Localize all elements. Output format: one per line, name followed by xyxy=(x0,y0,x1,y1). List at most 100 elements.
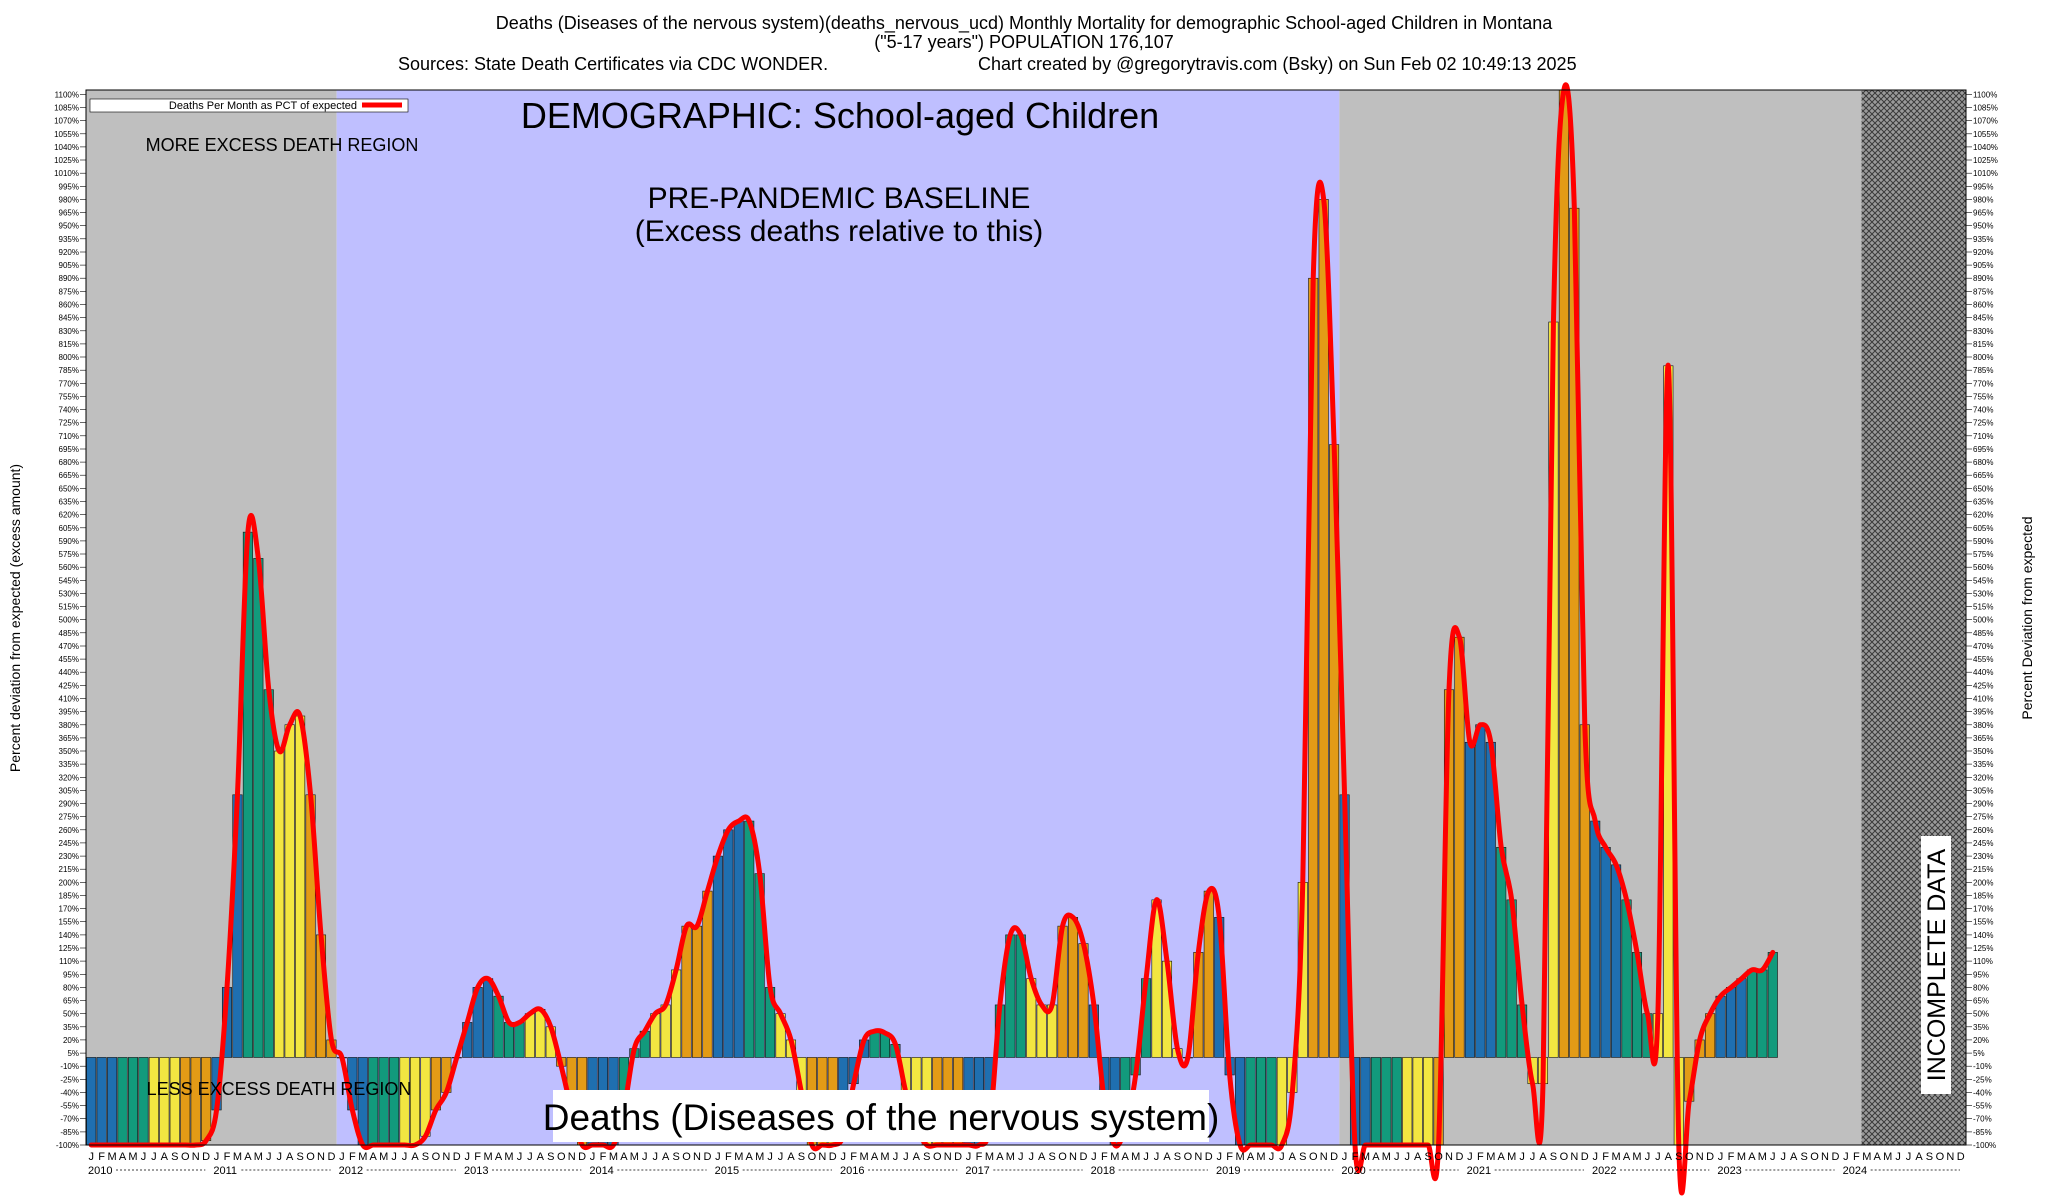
x-tick-label: M xyxy=(254,1151,263,1163)
x-tick-label: J xyxy=(1895,1151,1901,1163)
y-tick-label-right: 1010% xyxy=(1973,169,1998,178)
x-tick-label: S xyxy=(1048,1151,1055,1163)
bar-20 xyxy=(295,715,306,1058)
year-label: 2011 xyxy=(213,1165,237,1177)
x-tick-label: J xyxy=(1718,1151,1724,1163)
y-tick-label-right: 455% xyxy=(1973,655,1993,664)
bar-63 xyxy=(744,820,755,1058)
x-tick-label: A xyxy=(1665,1151,1673,1163)
x-tick-label: D xyxy=(954,1151,962,1163)
y-tick-label-right: 545% xyxy=(1973,576,1993,585)
y-tick-label-left: -100% xyxy=(56,1141,79,1150)
y-tick-label-left: 845% xyxy=(59,314,79,323)
x-tick-label: M xyxy=(128,1151,137,1163)
bar-127 xyxy=(1412,1057,1423,1146)
x-tick-label: J xyxy=(1279,1151,1285,1163)
x-tick-label: F xyxy=(1226,1151,1233,1163)
x-tick-label: N xyxy=(1069,1151,1077,1163)
x-tick-label: D xyxy=(1330,1151,1338,1163)
y-tick-label-right: 350% xyxy=(1973,747,1993,756)
y-tick-label-right: 785% xyxy=(1973,366,1993,375)
x-tick-label: M xyxy=(734,1151,743,1163)
y-tick-label-right: 560% xyxy=(1973,563,1993,572)
year-label: 2013 xyxy=(464,1165,488,1177)
x-tick-label: D xyxy=(829,1151,837,1163)
x-tick-label: D xyxy=(453,1151,461,1163)
x-tick-label: M xyxy=(1110,1151,1119,1163)
x-tick-label: A xyxy=(996,1151,1004,1163)
y-tick-label-left: 260% xyxy=(59,826,79,835)
x-tick-label: A xyxy=(1414,1151,1422,1163)
x-tick-label: O xyxy=(1058,1151,1067,1163)
y-tick-label-left: 485% xyxy=(59,629,79,638)
x-tick-label: F xyxy=(224,1151,231,1163)
bar-61 xyxy=(723,829,734,1058)
bar-10 xyxy=(190,1057,201,1146)
bar-158 xyxy=(1736,978,1747,1058)
y-tick-label-left: 605% xyxy=(59,524,79,533)
x-tick-label: N xyxy=(1821,1151,1829,1163)
year-label: 2024 xyxy=(1843,1165,1867,1177)
x-tick-label: A xyxy=(620,1151,628,1163)
y-tick-label-left: 1010% xyxy=(54,169,79,178)
x-tick-label: S xyxy=(1424,1151,1431,1163)
bar-111 xyxy=(1245,1057,1256,1146)
y-tick-label-right: 230% xyxy=(1973,852,1993,861)
x-tick-label: J xyxy=(1467,1151,1473,1163)
x-tick-label: J xyxy=(1342,1151,1348,1163)
year-label: 2016 xyxy=(840,1165,864,1177)
y-tick-label-left: 1040% xyxy=(54,143,79,152)
bar-125 xyxy=(1391,1057,1402,1146)
bar-131 xyxy=(1454,636,1465,1058)
x-tick-label: M xyxy=(1758,1151,1767,1163)
x-tick-label: A xyxy=(411,1151,419,1163)
bar-159 xyxy=(1746,969,1757,1058)
x-tick-label: O xyxy=(1936,1151,1945,1163)
y-tick-label-right: -70% xyxy=(1973,1115,1992,1124)
bar-58 xyxy=(691,925,703,1058)
bar-40 xyxy=(503,1022,515,1058)
y-tick-label-left: 785% xyxy=(59,366,79,375)
y-tick-label-right: 20% xyxy=(1973,1036,1989,1045)
x-tick-label: J xyxy=(402,1151,408,1163)
x-tick-label: M xyxy=(1006,1151,1015,1163)
bar-145 xyxy=(1600,847,1611,1058)
bar-38 xyxy=(483,978,494,1058)
x-tick-label: A xyxy=(1623,1151,1631,1163)
x-tick-label: J xyxy=(1519,1151,1525,1163)
x-tick-label: D xyxy=(1205,1151,1213,1163)
y-tick-label-left: 245% xyxy=(59,839,79,848)
bar-146 xyxy=(1611,864,1622,1058)
bar-94 xyxy=(1067,917,1079,1058)
x-tick-label: M xyxy=(985,1151,994,1163)
x-tick-label: N xyxy=(1696,1151,1704,1163)
x-tick-label: A xyxy=(370,1151,378,1163)
y-tick-label-left: 140% xyxy=(59,931,79,940)
x-tick-label: O xyxy=(933,1151,942,1163)
y-tick-label-left: 350% xyxy=(59,747,79,756)
y-tick-label-left: 1070% xyxy=(54,117,79,126)
x-tick-label: A xyxy=(1038,1151,1046,1163)
y-tick-label-left: 665% xyxy=(59,471,79,480)
x-tick-label: J xyxy=(1216,1151,1222,1163)
x-tick-label: M xyxy=(1236,1151,1245,1163)
y-tick-label-left: 5% xyxy=(67,1049,79,1058)
x-tick-label: A xyxy=(746,1151,754,1163)
x-tick-label: A xyxy=(244,1151,252,1163)
bar-0 xyxy=(86,1057,97,1146)
x-tick-label: M xyxy=(1486,1151,1495,1163)
x-tick-label: J xyxy=(151,1151,157,1163)
x-tick-label: D xyxy=(202,1151,210,1163)
y-tick-label-right: 80% xyxy=(1973,983,1989,992)
bar-122 xyxy=(1360,1057,1371,1146)
bar-60 xyxy=(712,855,723,1058)
y-tick-label-right: 605% xyxy=(1973,524,1993,533)
x-tick-label: J xyxy=(767,1151,773,1163)
y-tick-label-left: 380% xyxy=(59,721,79,730)
bar-9 xyxy=(180,1057,191,1146)
x-tick-label: S xyxy=(1800,1151,1807,1163)
x-tick-label: A xyxy=(1915,1151,1923,1163)
x-tick-label: N xyxy=(568,1151,576,1163)
x-tick-label: M xyxy=(1883,1151,1892,1163)
bar-160 xyxy=(1757,969,1768,1058)
